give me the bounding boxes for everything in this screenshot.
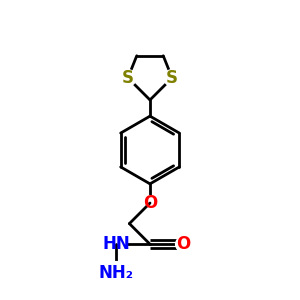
Circle shape (142, 196, 158, 210)
Text: O: O (176, 235, 190, 253)
Circle shape (176, 237, 190, 252)
Circle shape (107, 235, 126, 254)
Circle shape (120, 70, 136, 86)
Text: O: O (143, 194, 157, 212)
Circle shape (105, 262, 127, 284)
Text: NH₂: NH₂ (99, 264, 134, 282)
Text: HN: HN (102, 235, 130, 253)
Text: S: S (166, 69, 178, 87)
Circle shape (164, 70, 180, 86)
Text: S: S (122, 69, 134, 87)
